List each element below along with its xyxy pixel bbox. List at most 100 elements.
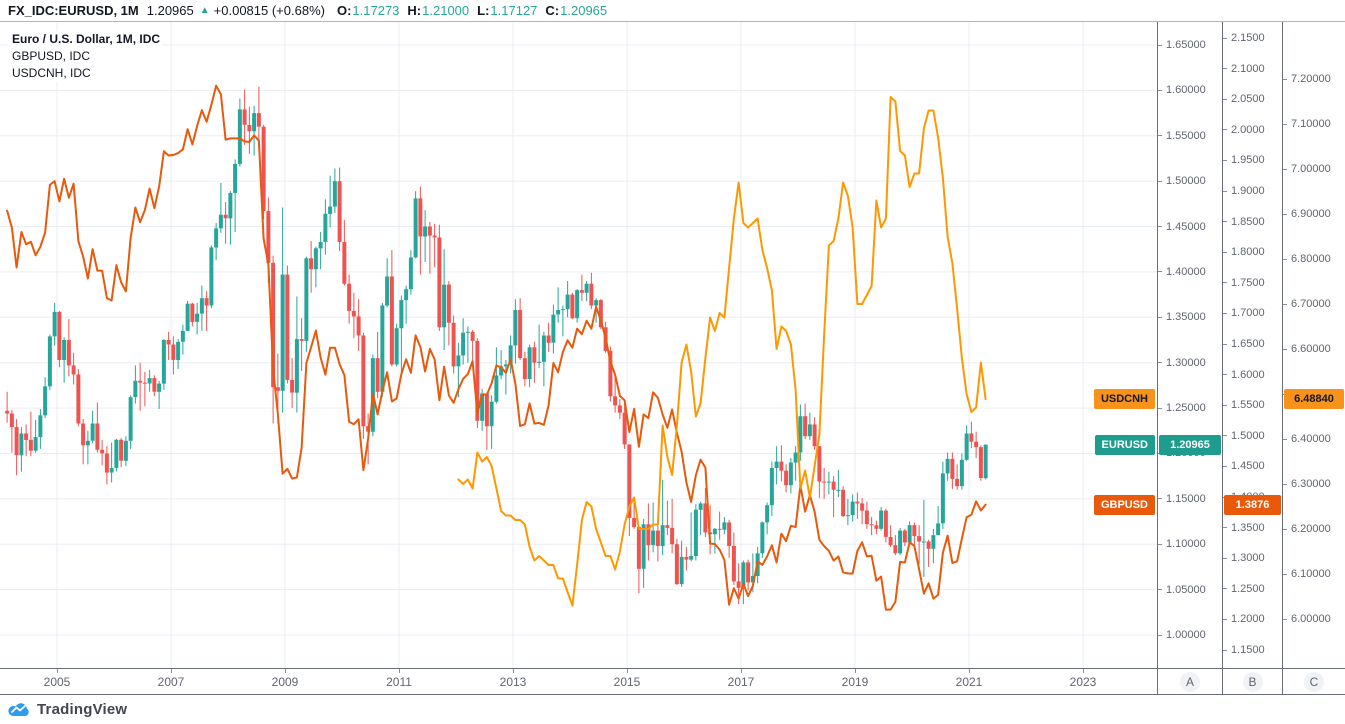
price-tick-mark xyxy=(1223,159,1227,161)
time-tick-mark xyxy=(512,669,514,673)
time-tick-mark xyxy=(1082,669,1084,673)
price-tick-label: 1.8500 xyxy=(1231,215,1265,228)
price-tick-label: 1.8000 xyxy=(1231,246,1265,259)
price-tick-label: 6.40000 xyxy=(1291,433,1331,445)
price-tick-label: 1.2500 xyxy=(1231,582,1265,595)
price-tick-mark xyxy=(1223,618,1227,620)
price-tick-label: 1.60000 xyxy=(1166,84,1206,97)
price-tick-mark xyxy=(1158,89,1162,91)
scale-c-cell: C xyxy=(1282,669,1345,694)
price-tick-mark xyxy=(1223,312,1227,314)
price-tick-mark xyxy=(1283,348,1287,350)
price-tick-mark xyxy=(1158,44,1162,46)
time-tick-label: 2021 xyxy=(955,675,983,689)
price-tick-mark xyxy=(1223,374,1227,376)
legend: Euro / U.S. Dollar, 1M, IDC GBPUSD, IDC … xyxy=(10,31,163,82)
time-axis[interactable]: 2005 2007 2009 2011 2013 2015 2017 2019 2021 2023… xyxy=(0,668,1345,695)
close-value: 1.20965 xyxy=(560,3,608,18)
close-label: C: xyxy=(545,3,560,18)
price-tick-mark xyxy=(1223,282,1227,284)
price-tick-label: 1.55000 xyxy=(1166,129,1206,142)
time-tick-mark xyxy=(284,669,286,673)
price-tick-mark xyxy=(1283,528,1287,530)
price-tick-label: 1.30000 xyxy=(1166,356,1206,369)
tradingview-logo-icon[interactable] xyxy=(8,702,31,717)
price-tick-label: 1.65000 xyxy=(1166,39,1206,51)
price-tick-label: 1.7500 xyxy=(1231,276,1265,289)
time-axis-labels[interactable]: 2005 2007 2009 2011 2013 2015 2017 2019 2021 2023 xyxy=(0,669,1157,694)
price-change: +0.00815 (+0.68%) xyxy=(213,3,325,18)
scale-b-button[interactable]: B xyxy=(1242,671,1263,692)
price-tick-mark xyxy=(1223,649,1227,651)
symbol-title[interactable]: FX_IDC:EURUSD, 1M xyxy=(8,3,139,18)
price-tick-mark xyxy=(1283,483,1287,485)
time-tick-label: 2007 xyxy=(157,675,185,689)
price-tick-mark xyxy=(1223,343,1227,345)
price-tick-label: 1.15000 xyxy=(1166,492,1206,505)
scale-a-button[interactable]: A xyxy=(1180,671,1200,692)
price-tick-label: 1.6000 xyxy=(1231,368,1265,381)
price-scale-b[interactable]: 1.3876 2.1500 2.1000 2.0500 2.0000 1.9500 1.9… xyxy=(1222,22,1282,668)
scale-c-button[interactable]: C xyxy=(1304,671,1324,692)
price-tick-mark xyxy=(1158,180,1162,182)
price-tick-label: 2.1000 xyxy=(1231,62,1265,75)
time-tick-label: 2009 xyxy=(271,675,299,689)
price-tick-mark xyxy=(1283,258,1287,260)
time-tick-mark xyxy=(740,669,742,673)
time-tick-mark xyxy=(170,669,172,673)
legend-main-series[interactable]: Euro / U.S. Dollar, 1M, IDC xyxy=(10,31,163,48)
price-scale-a[interactable]: 1.20965 1.65000 1.60000 1.55000 1.50000 1.45… xyxy=(1157,22,1222,668)
gbpusd-symbol-tag: GBPUSD xyxy=(1093,494,1155,515)
time-tick-label: 2005 xyxy=(43,675,71,689)
price-tick-mark xyxy=(1223,98,1227,100)
time-tick-label: 2011 xyxy=(386,675,412,689)
high-value: 1.21000 xyxy=(422,3,470,18)
price-tick-label: 1.00000 xyxy=(1166,629,1206,641)
time-tick-label: 2017 xyxy=(727,675,755,689)
price-tick-label: 2.0000 xyxy=(1231,123,1265,136)
time-tick-label: 2015 xyxy=(613,675,641,689)
price-chart[interactable] xyxy=(0,22,1157,668)
last-price: 1.20965 xyxy=(146,3,194,18)
price-tick-label: 1.2000 xyxy=(1231,613,1265,626)
usdcnh-price-tag: 6.48840 xyxy=(1284,389,1344,410)
price-tick-mark xyxy=(1223,404,1227,406)
high-label: H: xyxy=(407,3,422,18)
price-tick-label: 6.70000 xyxy=(1291,298,1331,310)
price-tick-label: 1.1500 xyxy=(1231,644,1265,656)
price-tick-label: 6.60000 xyxy=(1291,343,1331,355)
price-tick-mark xyxy=(1283,573,1287,575)
price-scale-c[interactable]: 6.48840 7.20000 7.10000 7.00000 6.90000 6.80… xyxy=(1282,22,1345,668)
price-tick-label: 6.00000 xyxy=(1291,613,1331,625)
price-tick-label: 1.05000 xyxy=(1166,583,1206,596)
legend-overlay-gbpusd[interactable]: GBPUSD, IDC xyxy=(10,48,93,65)
price-tick-mark xyxy=(1223,68,1227,70)
price-tick-mark xyxy=(1158,362,1162,364)
price-tick-label: 1.9500 xyxy=(1231,154,1265,167)
price-tick-label: 1.45000 xyxy=(1166,220,1206,233)
price-tick-mark xyxy=(1158,589,1162,591)
price-tick-label: 6.80000 xyxy=(1291,253,1331,265)
time-tick-mark xyxy=(626,669,628,673)
price-tick-mark xyxy=(1223,221,1227,223)
price-tick-label: 1.5000 xyxy=(1231,429,1265,442)
price-tick-label: 2.0500 xyxy=(1231,93,1265,106)
price-tick-label: 1.4500 xyxy=(1231,460,1265,473)
gbpusd-price-tag: 1.3876 xyxy=(1224,494,1281,515)
price-tick-label: 7.10000 xyxy=(1291,118,1331,130)
price-tick-mark xyxy=(1223,435,1227,437)
price-pane[interactable]: Euro / U.S. Dollar, 1M, IDC GBPUSD, IDC … xyxy=(0,22,1157,668)
price-tick-label: 2.1500 xyxy=(1231,32,1265,44)
price-tick-label: 1.10000 xyxy=(1166,538,1206,551)
open-value: 1.17273 xyxy=(352,3,400,18)
chart-area: Euro / U.S. Dollar, 1M, IDC GBPUSD, IDC … xyxy=(0,22,1345,668)
tradingview-brand-text[interactable]: TradingView xyxy=(37,700,128,718)
price-tick-label: 1.40000 xyxy=(1166,265,1206,278)
price-tick-label: 6.90000 xyxy=(1291,208,1331,220)
scale-a-cell: A xyxy=(1157,669,1222,694)
legend-overlay-usdcnh[interactable]: USDCNH, IDC xyxy=(10,65,93,82)
price-tick-mark xyxy=(1223,129,1227,131)
open-label: O: xyxy=(336,3,352,18)
price-tick-mark xyxy=(1223,588,1227,590)
